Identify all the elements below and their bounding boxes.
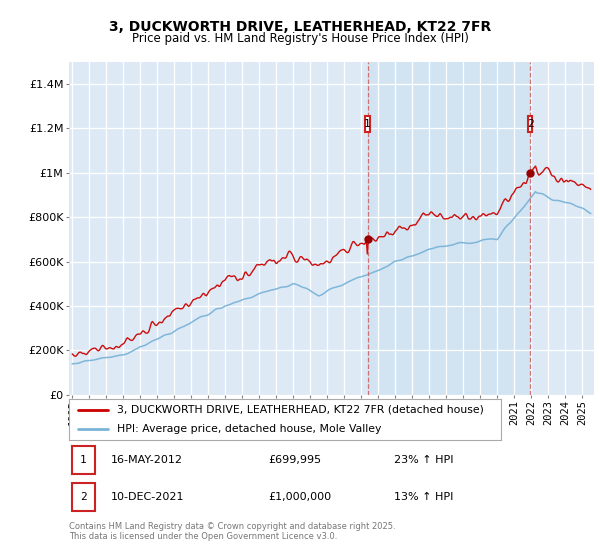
Text: Price paid vs. HM Land Registry's House Price Index (HPI): Price paid vs. HM Land Registry's House … (131, 32, 469, 45)
Text: 13% ↑ HPI: 13% ↑ HPI (395, 492, 454, 502)
FancyBboxPatch shape (365, 116, 370, 132)
Text: 2: 2 (80, 492, 87, 502)
Text: 16-MAY-2012: 16-MAY-2012 (111, 455, 183, 465)
FancyBboxPatch shape (528, 116, 532, 132)
Text: 10-DEC-2021: 10-DEC-2021 (111, 492, 185, 502)
Text: 2: 2 (527, 119, 533, 129)
FancyBboxPatch shape (71, 483, 95, 511)
Text: 1: 1 (80, 455, 87, 465)
Text: £699,995: £699,995 (269, 455, 322, 465)
Text: 1: 1 (364, 119, 371, 129)
Bar (368, 62, 530, 395)
Text: 3, DUCKWORTH DRIVE, LEATHERHEAD, KT22 7FR (detached house): 3, DUCKWORTH DRIVE, LEATHERHEAD, KT22 7F… (116, 405, 484, 415)
Text: 23% ↑ HPI: 23% ↑ HPI (395, 455, 454, 465)
Text: 3, DUCKWORTH DRIVE, LEATHERHEAD, KT22 7FR: 3, DUCKWORTH DRIVE, LEATHERHEAD, KT22 7F… (109, 20, 491, 34)
Text: HPI: Average price, detached house, Mole Valley: HPI: Average price, detached house, Mole… (116, 424, 381, 434)
FancyBboxPatch shape (71, 446, 95, 474)
Text: Contains HM Land Registry data © Crown copyright and database right 2025.
This d: Contains HM Land Registry data © Crown c… (69, 522, 395, 542)
Text: £1,000,000: £1,000,000 (269, 492, 332, 502)
